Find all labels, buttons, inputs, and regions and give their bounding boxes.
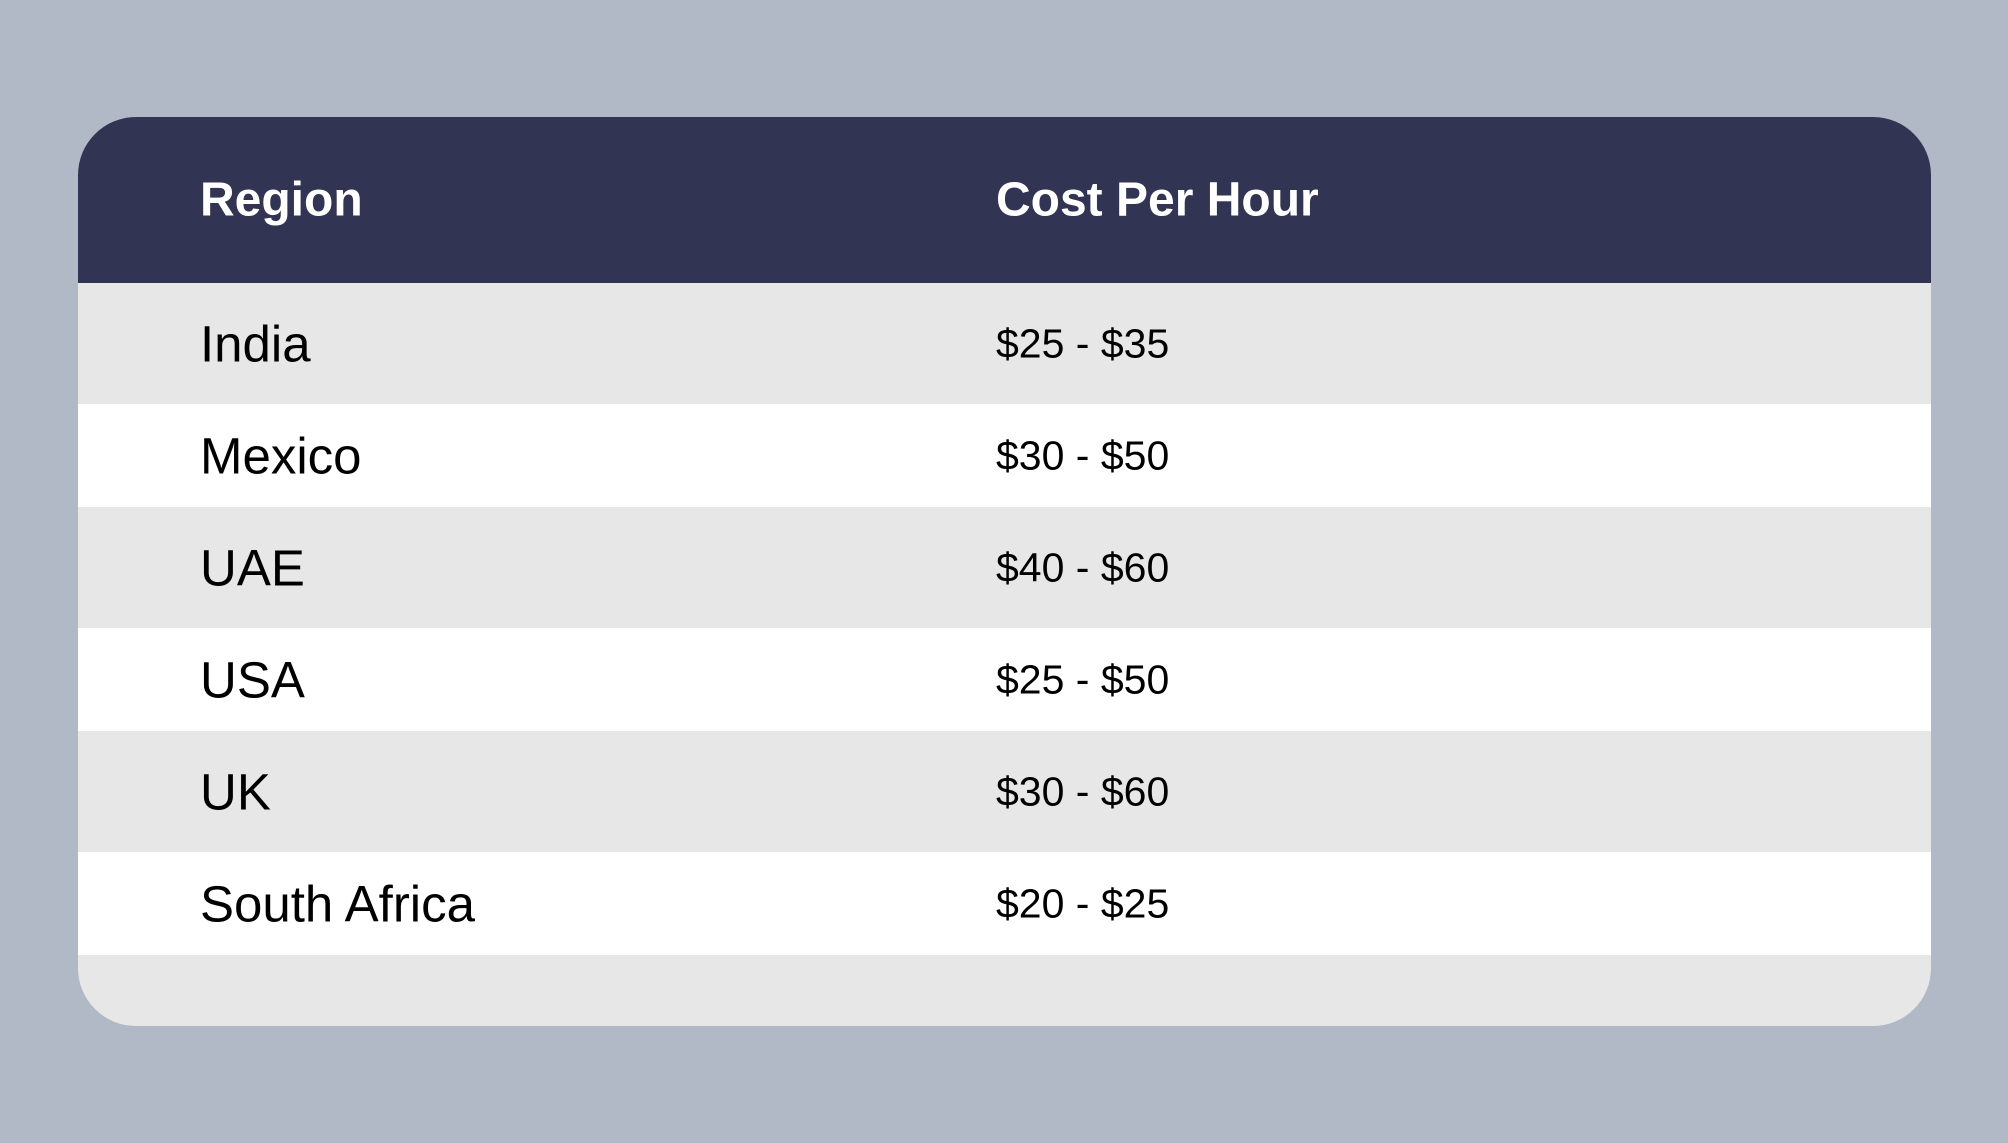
table-row: South Africa $20 - $25 xyxy=(78,852,1931,955)
cost-cell: $25 - $50 xyxy=(996,656,1170,702)
cost-cell: $40 - $60 xyxy=(996,544,1170,590)
table-row: India $25 - $35 xyxy=(78,283,1931,404)
table-row: UAE $40 - $60 xyxy=(78,507,1931,628)
region-cell: Mexico xyxy=(200,427,362,484)
region-cell: South Africa xyxy=(200,875,475,932)
header-region: Region xyxy=(200,173,363,227)
table-header: Region Cost Per Hour xyxy=(78,117,1931,283)
table-row: UK $30 - $60 xyxy=(78,731,1931,852)
cost-cell: $25 - $35 xyxy=(996,320,1170,366)
cost-cell: $20 - $25 xyxy=(996,880,1170,926)
header-cost-per-hour: Cost Per Hour xyxy=(996,173,1319,227)
region-cell: UK xyxy=(200,763,271,820)
table-row: USA $25 - $50 xyxy=(78,628,1931,731)
table-row: Mexico $30 - $50 xyxy=(78,404,1931,507)
cost-cell: $30 - $60 xyxy=(996,768,1170,814)
region-cell: India xyxy=(200,315,311,372)
region-cell: USA xyxy=(200,651,305,708)
cost-cell: $30 - $50 xyxy=(996,432,1170,478)
pricing-table: Region Cost Per Hour India $25 - $35 Mex… xyxy=(78,117,1931,1026)
region-cell: UAE xyxy=(200,539,305,596)
